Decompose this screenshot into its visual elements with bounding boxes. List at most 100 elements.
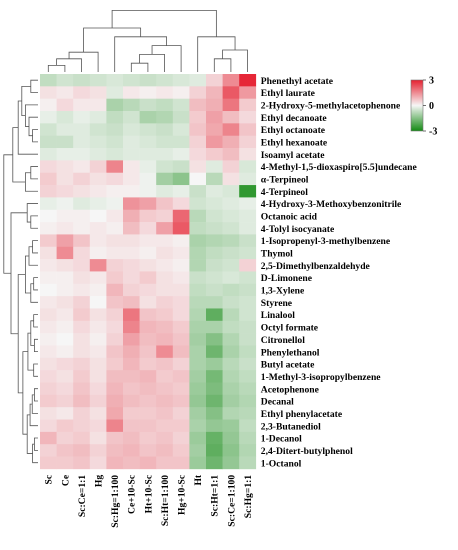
- heatmap-cell: [56, 86, 74, 99]
- heatmap-cell: [89, 98, 107, 112]
- heatmap-cell: [206, 259, 223, 272]
- heatmap-cell: [189, 296, 207, 309]
- heatmap-cell: [73, 259, 91, 272]
- heatmap-cell: [40, 259, 57, 272]
- heatmap-cell: [222, 345, 240, 359]
- heatmap-cell: [40, 185, 57, 198]
- heatmap-cell: [222, 111, 240, 124]
- heatmap-cell: [156, 135, 174, 149]
- heatmap-cell: [56, 283, 74, 297]
- heatmap-cell: [206, 111, 223, 124]
- heatmap-cell: [123, 74, 140, 87]
- heatmap-cell: [172, 345, 190, 359]
- heatmap-cell: [156, 271, 174, 285]
- heatmap-cell: [239, 370, 257, 383]
- heatmap-cell: [139, 271, 157, 285]
- heatmap-cell: [222, 74, 240, 87]
- heatmap-cell: [139, 74, 157, 87]
- heatmap-cell: [139, 246, 157, 260]
- heatmap-cell: [106, 345, 124, 359]
- heatmap-cell: [123, 209, 140, 223]
- heatmap-cell: [206, 419, 223, 433]
- dendrogram-branch: [30, 166, 38, 180]
- row-label: Isoamyl acetate: [261, 150, 325, 161]
- heatmap-cell: [222, 456, 240, 470]
- heatmap-cell: [206, 74, 223, 87]
- column-label: Sc:Ce=1:1: [77, 475, 88, 517]
- heatmap-cell: [123, 333, 140, 346]
- heatmap-cell: [123, 111, 140, 124]
- row-label: 4-Methyl-1,5-dioxaspiro[5.5]undecane: [261, 162, 418, 173]
- heatmap-cell: [156, 111, 174, 124]
- heatmap-cell: [156, 456, 174, 470]
- dendrogram-branch: [3, 154, 13, 274]
- heatmap-cell: [239, 222, 257, 235]
- heatmap-cell: [239, 86, 257, 99]
- column-label: Hg: [94, 475, 105, 487]
- heatmap-cell: [222, 357, 240, 371]
- column-label: Sc: [44, 474, 55, 484]
- heatmap-cell: [40, 394, 57, 408]
- heatmap-cell: [239, 234, 257, 248]
- heatmap-cell: [206, 333, 223, 346]
- heatmap-cell: [239, 74, 257, 87]
- heatmap-cell: [206, 345, 223, 359]
- heatmap-cell: [222, 197, 240, 211]
- heatmap-cell: [89, 135, 107, 149]
- heatmap-cell: [123, 345, 140, 359]
- heatmap-cell: [123, 370, 140, 383]
- heatmap-cell: [56, 345, 74, 359]
- dendrogram-branch: [32, 443, 38, 464]
- heatmap-cell: [206, 308, 223, 322]
- heatmap-cell: [106, 246, 124, 260]
- heatmap-cell: [172, 185, 190, 198]
- row-label: Styrene: [261, 298, 293, 309]
- heatmap-cell: [40, 111, 57, 124]
- heatmap-cell: [156, 123, 174, 136]
- heatmap-cell: [73, 308, 91, 322]
- heatmap-cell: [139, 148, 157, 161]
- heatmap-cell: [139, 308, 157, 322]
- heatmap-cell: [156, 444, 174, 457]
- heatmap-cell: [123, 407, 140, 420]
- heatmap-cell: [222, 123, 240, 136]
- heatmap-cell: [189, 135, 207, 149]
- dendrogram-branch: [213, 58, 232, 72]
- heatmap-cell: [239, 382, 257, 396]
- heatmap-cell: [239, 296, 257, 309]
- heatmap-cell: [89, 259, 107, 272]
- row-label: 4-Hydroxy-3-Methoxybenzonitrile: [261, 199, 402, 210]
- heatmap-cell: [123, 419, 140, 433]
- heatmap-cell: [73, 333, 91, 346]
- dendrogram-branch: [151, 45, 182, 72]
- heatmap-cell: [123, 271, 140, 285]
- dendrogram-branch: [47, 65, 66, 72]
- heatmap-cell: [239, 456, 257, 470]
- heatmap-cell: [106, 234, 124, 248]
- heatmap-cell: [56, 98, 74, 112]
- heatmap-cell: [172, 86, 190, 99]
- heatmap-cell: [73, 74, 91, 87]
- heatmap-cell: [139, 419, 157, 433]
- heatmap-cell: [189, 246, 207, 260]
- column-label: Ce+10-Sc: [127, 474, 138, 514]
- heatmap-cell: [56, 271, 74, 285]
- heatmap-cell: [40, 246, 57, 260]
- heatmap-cell: [189, 357, 207, 371]
- heatmap-cell: [172, 308, 190, 322]
- heatmap-cell: [172, 370, 190, 383]
- heatmap-cell: [40, 419, 57, 433]
- heatmap-cell: [206, 98, 223, 112]
- dendrogram-branch: [28, 246, 38, 266]
- heatmap-cell: [139, 135, 157, 149]
- heatmap-cell: [139, 98, 157, 112]
- heatmap-cell: [89, 333, 107, 346]
- heatmap-cell: [156, 209, 174, 223]
- heatmap-cell: [222, 135, 240, 149]
- heatmap-cell: [222, 320, 240, 334]
- heatmap-cells: [40, 74, 257, 470]
- dendrogram-branch: [197, 36, 236, 72]
- heatmap-cell: [156, 86, 174, 99]
- heatmap-cell: [139, 259, 157, 272]
